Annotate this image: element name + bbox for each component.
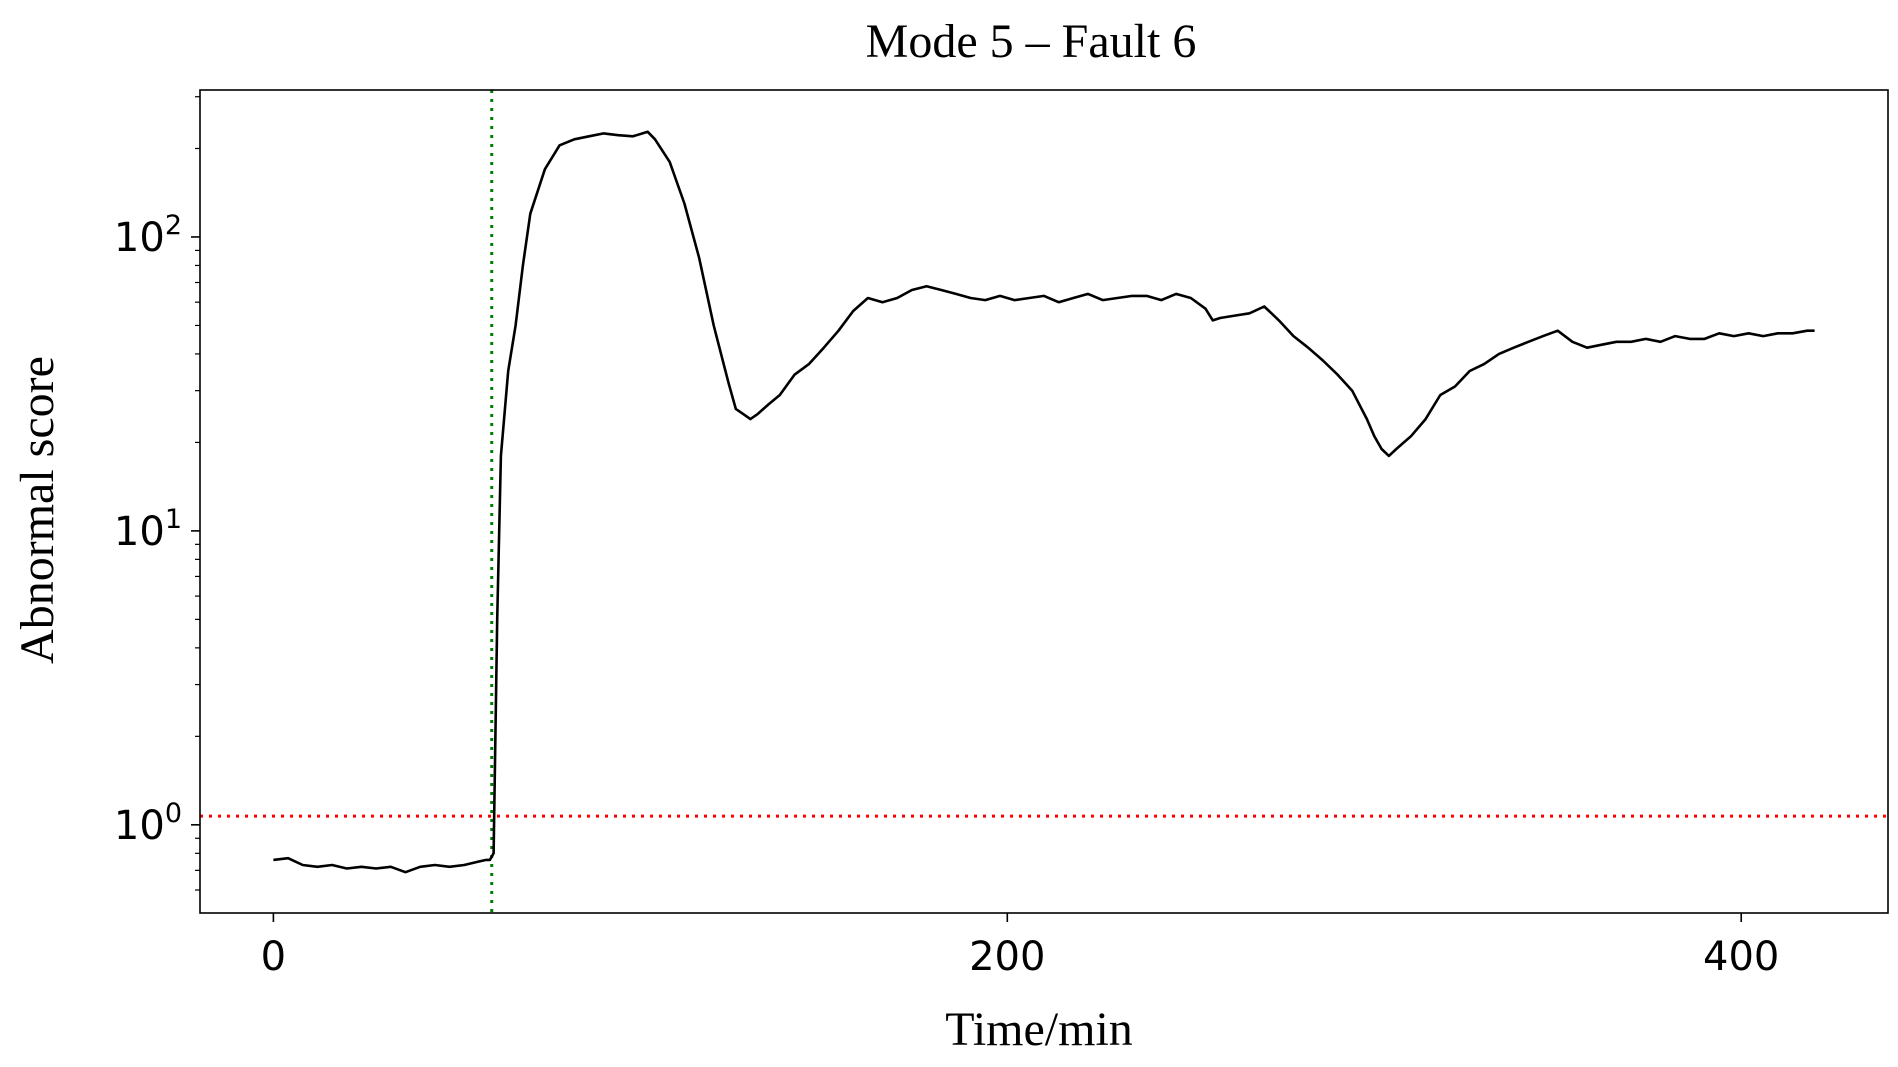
x-tick-label: 400 <box>1703 934 1779 980</box>
plot-frame <box>199 89 1889 914</box>
plot-area: 0 200 400 100 101 102 <box>114 89 1889 980</box>
x-tick-label: 200 <box>969 934 1045 980</box>
x-tick-label: 0 <box>261 934 286 980</box>
y-tick-label: 102 <box>114 210 182 261</box>
y-tick-label: 100 <box>114 798 182 849</box>
series-line-0 <box>273 130 1815 874</box>
x-axis-label: Time/min <box>945 1003 1133 1056</box>
y-axis-label: Abnormal score <box>11 356 64 664</box>
y-tick-label: 101 <box>114 504 182 555</box>
chart-title: Mode 5 – Fault 6 <box>866 15 1197 68</box>
